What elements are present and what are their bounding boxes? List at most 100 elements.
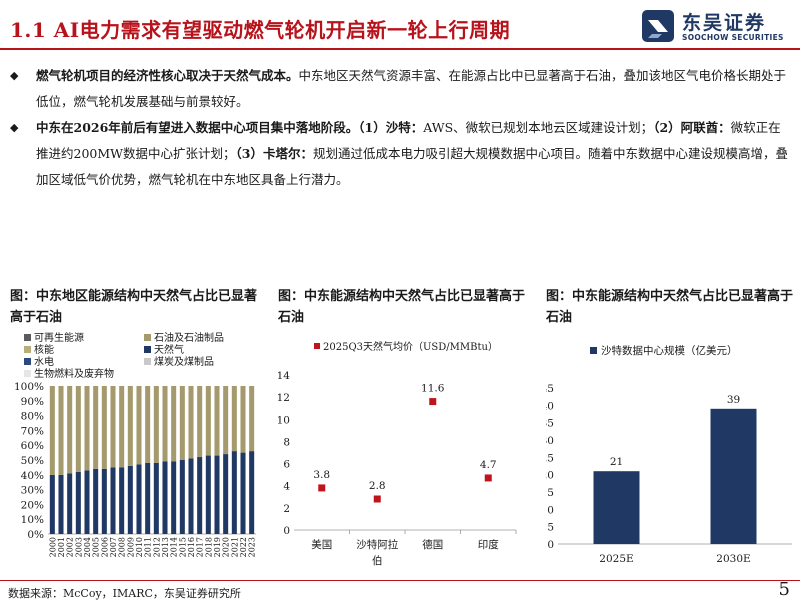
logo-text-cn: 东吴证券 [682,12,767,34]
y-tick-label: 5 [547,522,554,534]
data-label: 21 [610,456,623,468]
legend-label: 煤炭及煤制品 [154,355,214,368]
x-tick-label: 2014 [170,537,179,557]
y-tick-label: 10 [278,414,290,426]
stacked-bar-segment [101,468,107,534]
y-tick-label: 6 [283,459,290,471]
legend-swatch [144,334,151,341]
x-tick-label: 2017 [196,537,205,557]
bullet-segment-label: （1）沙特： [358,120,424,135]
bullet-lead: 中东在2026年前后有望进入数据中心项目集中落地阶段。 [36,120,359,135]
legend-swatch [590,347,597,354]
legend-swatch [24,358,31,365]
bullet-segment-text: 微软正在推进约200MW数据中心扩张计划； [36,120,781,161]
stacked-bar-segment [101,386,107,469]
x-tick-label: 2021 [230,537,239,557]
x-tick-label: 2018 [204,537,213,557]
stacked-bar-segment [119,467,125,534]
stacked-bar-segment [240,452,246,534]
y-tick-label: 14 [278,370,290,382]
x-tick-label: 德国 [422,538,443,551]
y-tick-label: 45 [546,383,554,395]
chart-title: 图：中东能源结构中天然气占比已显著高于石油 [278,289,526,325]
bullet-segment-text: AWS、微软已规划本地云区域建设计划； [423,120,654,135]
data-label: 3.8 [313,469,330,481]
y-tick-label: 10 [546,504,554,516]
legend-label: 2025Q3天然气均价（USD/MMBtu） [323,340,498,353]
data-label: 2.8 [369,480,386,492]
chart-panel-energy-mix: 图：中东地区能源结构中天然气占比已显著高于石油 可再生能源 石油及石油制品 核能 天然… [10,286,260,580]
legend-swatch [144,358,151,365]
legend-label: 水电 [34,355,54,368]
x-tick-label: 2025E [599,553,633,565]
legend-swatch [24,370,31,377]
stacked-bar-segment [249,451,255,534]
legend-label: 可再生能源 [34,331,84,344]
page-footer: 数据来源：McCoy，IMARC，东吴证券研究所 5 [0,579,800,600]
page-header: 1.1 AI电力需求有望驱动燃气轮机开启新一轮上行周期 东吴证券 SOOCHOW… [0,0,800,56]
x-tick-label: 2003 [74,537,83,557]
y-tick-label: 12 [278,392,290,404]
stacked-bar-segment [162,461,168,534]
x-tick-label: 2010 [135,537,144,557]
x-tick-label: 2009 [126,537,135,557]
stacked-bar-segment [205,386,211,456]
x-tick-label: 2023 [248,537,257,557]
stacked-bar-segment [93,468,99,534]
stacked-bar-segment [153,462,159,534]
stacked-bar-segment [188,458,194,534]
y-tick-label: 0 [283,525,290,537]
x-tick-label: 2030E [716,553,750,565]
data-label: 4.7 [480,459,497,471]
bar [593,471,640,544]
x-tick-label: 2004 [83,537,92,557]
logo-icon [642,10,674,42]
legend-swatch [24,334,31,341]
data-point [484,474,492,482]
x-tick-label: 2005 [92,537,101,557]
bullet-lead: 燃气轮机项目的经济性核心取决于天然气成本。 [36,68,299,83]
diamond-bullet-icon: ◆ [10,121,19,134]
y-tick-label: 20% [21,499,44,511]
legend-label: 核能 [34,343,54,356]
stacked-bar-segment [110,467,116,534]
legend-swatch [24,346,31,353]
y-tick-label: 20 [546,470,554,482]
x-tick-label: 2015 [178,537,187,557]
stacked-bar-segment [75,471,81,534]
legend-label: 石油及石油制品 [154,331,224,344]
x-tick-label: 2006 [100,537,109,557]
summary-bullets: ◆ 燃气轮机项目的经济性核心取决于天然气成本。中东地区天然气资源丰富、在能源占比… [10,63,790,193]
stacked-bar-segment [214,386,220,456]
legend-swatch [314,343,320,349]
stacked-bar-segment [240,386,246,453]
stacked-bar-segment [67,473,73,534]
y-tick-label: 4 [283,481,290,493]
bullet-segment-label: （3）卡塔尔： [235,146,313,161]
bullet-text: 中东地区天然气资源丰富、在能源占比中已显著高于石油，叠加该地区气电价格长期处于低… [36,68,787,109]
bullet-item: ◆ 中东在2026年前后有望进入数据中心项目集中落地阶段。（1）沙特：AWS、微… [10,115,790,193]
stacked-bar-segment [49,386,55,475]
stacked-bar-segment [171,386,177,462]
x-tick-label: 2012 [152,537,161,557]
x-tick-label: 印度 [478,538,499,551]
bar [710,408,757,544]
y-tick-label: 90% [21,396,44,408]
y-tick-label: 35 [546,418,554,430]
data-point [318,484,326,492]
chart-title: 图：中东地区能源结构中天然气占比已显著高于石油 [10,289,258,325]
data-label: 11.6 [421,383,445,395]
chart-panel-gas-price: 图：中东能源结构中天然气占比已显著高于石油 2025Q3天然气均价（USD/MM… [278,286,528,580]
page-number: 5 [778,579,790,600]
stacked-bar-segment [58,474,64,534]
y-tick-label: 30% [21,485,44,497]
chart-title: 图：中东能源结构中天然气占比已显著高于石油 [546,289,794,325]
stacked-bar-segment [205,455,211,534]
stacked-bar-segment [136,464,142,534]
y-tick-label: 70% [21,425,44,437]
x-tick-label: 2000 [48,537,57,557]
y-tick-label: 80% [21,411,44,423]
stacked-bar-segment [58,386,64,475]
y-tick-label: 2 [283,503,290,515]
x-tick-label: 2002 [66,537,75,557]
